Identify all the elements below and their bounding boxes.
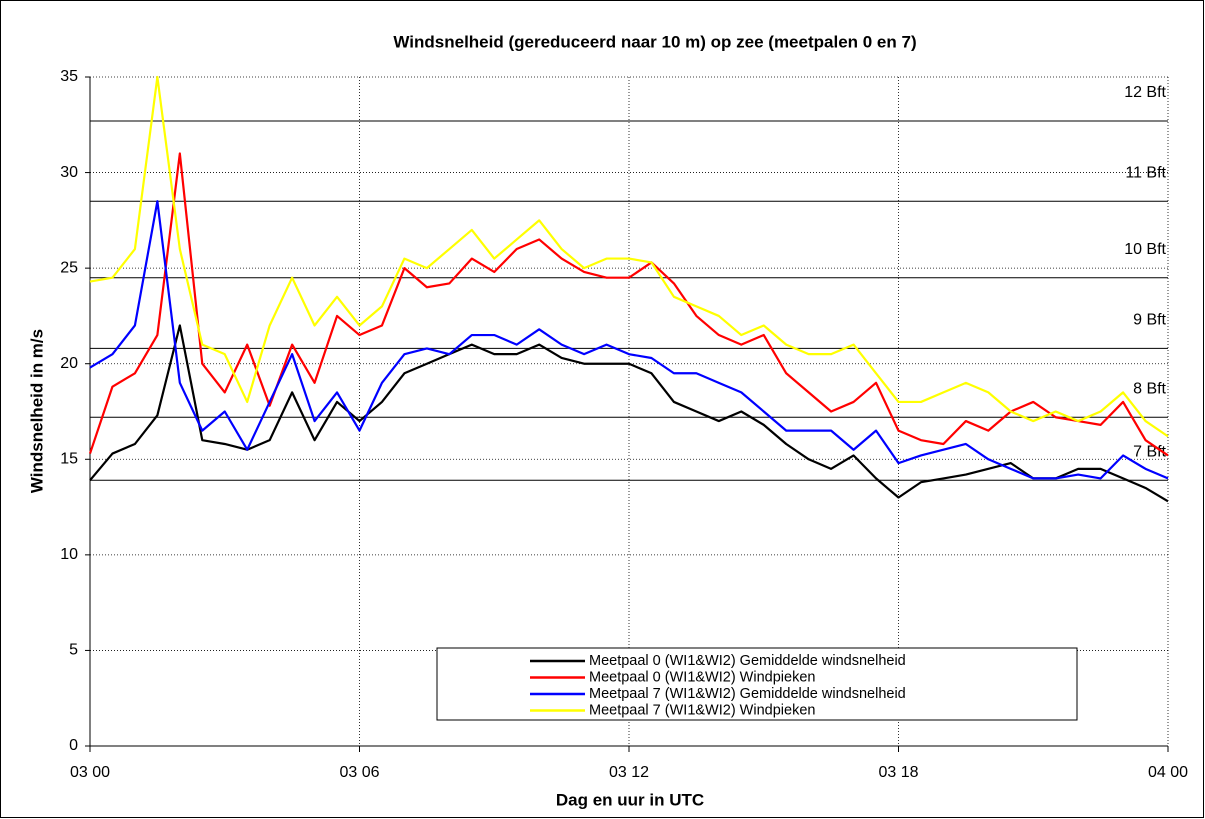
reference-label: 11 Bft xyxy=(1125,164,1166,181)
legend-label: Meetpaal 0 (WI1&WI2) Windpieken xyxy=(589,669,815,685)
x-tick-label: 03 00 xyxy=(70,764,110,781)
reference-label: 10 Bft xyxy=(1124,241,1166,258)
chart-title: Windsnelheid (gereduceerd naar 10 m) op … xyxy=(393,32,916,51)
legend-label: Meetpaal 0 (WI1&WI2) Gemiddelde windsnel… xyxy=(589,653,906,669)
y-tick-label: 20 xyxy=(60,355,78,372)
legend-label: Meetpaal 7 (WI1&WI2) Gemiddelde windsnel… xyxy=(589,686,906,702)
reference-label: 12 Bft xyxy=(1124,84,1166,101)
legend-label: Meetpaal 7 (WI1&WI2) Windpieken xyxy=(589,702,815,718)
x-tick-label: 03 12 xyxy=(609,764,649,781)
series-line xyxy=(89,75,1169,438)
x-tick-label: 03 18 xyxy=(878,764,918,781)
x-tick-label: 04 00 xyxy=(1148,764,1188,781)
reference-label: 8 Bft xyxy=(1133,380,1166,397)
y-tick-label: 35 xyxy=(60,68,78,85)
reference-label: 9 Bft xyxy=(1133,312,1166,329)
series-line xyxy=(88,152,1169,457)
x-axis-label: Dag en uur in UTC xyxy=(556,790,704,809)
y-tick-label: 0 xyxy=(69,737,78,754)
x-tick-label: 03 06 xyxy=(339,764,379,781)
y-tick-label: 15 xyxy=(60,451,78,468)
y-tick-label: 5 xyxy=(69,642,78,659)
series-line xyxy=(89,324,1169,503)
y-tick-label: 25 xyxy=(60,259,78,276)
y-axis-label: Windsnelheid in m/s xyxy=(27,329,46,493)
y-tick-label: 30 xyxy=(60,164,78,181)
series-line xyxy=(89,200,1169,480)
y-tick-label: 10 xyxy=(60,546,78,563)
